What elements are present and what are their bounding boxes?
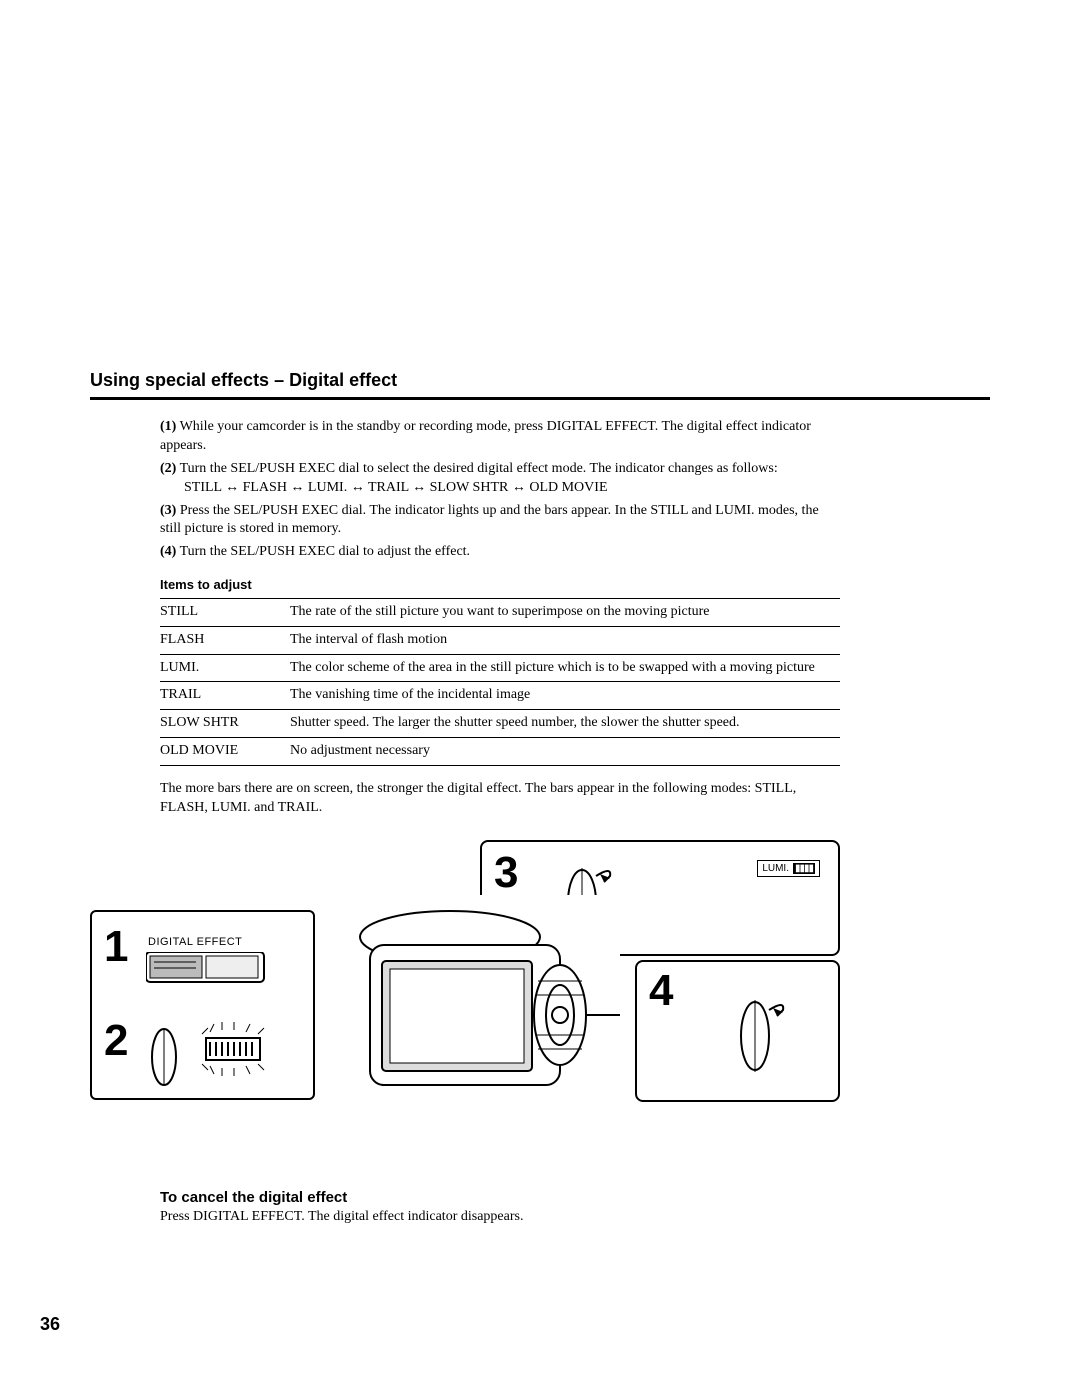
camcorder-icon [320,895,620,1115]
adjust-val: The color scheme of the area in the stil… [290,654,840,682]
button-strip-icon [146,952,266,988]
adjust-val: No adjustment necessary [290,738,840,766]
adjust-table: STILLThe rate of the still picture you w… [160,598,840,766]
step-num: (3) [160,503,176,518]
step-num: (2) [160,461,176,476]
diagram-number-2: 2 [104,1016,128,1066]
step-4: (4) Turn the SEL/PUSH EXEC dial to adjus… [160,543,840,562]
adjust-key: SLOW SHTR [160,710,290,738]
table-row: TRAILThe vanishing time of the incidenta… [160,682,840,710]
diagram-panel-camcorder [320,895,620,1115]
step-mode-sequence: STILL ↔ FLASH ↔ LUMI. ↔ TRAIL ↔ SLOW SHT… [184,479,840,498]
diagram-number-3: 3 [494,848,518,898]
step-num: (1) [160,419,176,434]
diagram-number-1: 1 [104,922,128,972]
step-text: Press the SEL/PUSH EXEC dial. The indica… [160,503,819,537]
adjust-key: LUMI. [160,654,290,682]
adjust-key: FLASH [160,626,290,654]
step-text: Turn the SEL/PUSH EXEC dial to adjust th… [180,544,470,559]
cancel-heading: To cancel the digital effect [160,1188,840,1208]
section-title: Using special effects – Digital effect [90,370,990,400]
step-2: (2) Turn the SEL/PUSH EXEC dial to selec… [160,460,840,498]
step-text: Turn the SEL/PUSH EXEC dial to select th… [180,461,778,476]
table-row: FLASHThe interval of flash motion [160,626,840,654]
step-num: (4) [160,544,176,559]
adjust-val: The rate of the still picture you want t… [290,598,840,626]
note-text: The more bars there are on screen, the s… [160,780,840,818]
dial-bars-icon [196,1020,276,1080]
lumi-label: LUMI. [762,863,789,874]
adjust-key: TRAIL [160,682,290,710]
step-text: While your camcorder is in the standby o… [160,419,811,453]
adjust-val: Shutter speed. The larger the shutter sp… [290,710,840,738]
diagram-number-4: 4 [649,966,673,1016]
diagram-panel-1: 1 DIGITAL EFFECT 2 [90,910,315,1100]
adjust-key: OLD MOVIE [160,738,290,766]
dial-icon [142,1017,204,1097]
step-3: (3) Press the SEL/PUSH EXEC dial. The in… [160,502,840,540]
steps-block: (1) While your camcorder is in the stand… [160,418,840,818]
lumi-indicator: LUMI. ▮▮▮▮ [757,860,820,877]
adjust-val: The vanishing time of the incidental ima… [290,682,840,710]
dial-icon [727,986,797,1086]
table-row: LUMI.The color scheme of the area in the… [160,654,840,682]
table-row: SLOW SHTRShutter speed. The larger the s… [160,710,840,738]
table-row: STILLThe rate of the still picture you w… [160,598,840,626]
lumi-bars-icon: ▮▮▮▮ [793,863,815,874]
table-row: OLD MOVIENo adjustment necessary [160,738,840,766]
cancel-text: Press DIGITAL EFFECT. The digital effect… [160,1208,840,1227]
step-1: (1) While your camcorder is in the stand… [160,418,840,456]
digital-effect-label: DIGITAL EFFECT [148,936,242,948]
cancel-block: To cancel the digital effect Press DIGIT… [160,1188,840,1227]
adjust-val: The interval of flash motion [290,626,840,654]
diagram: 3 LUMI. ▮▮▮▮ 4 [90,840,990,1170]
adjust-key: STILL [160,598,290,626]
diagram-panel-4: 4 [635,960,840,1102]
items-to-adjust-heading: Items to adjust [160,576,840,594]
page-number: 36 [40,1314,60,1335]
